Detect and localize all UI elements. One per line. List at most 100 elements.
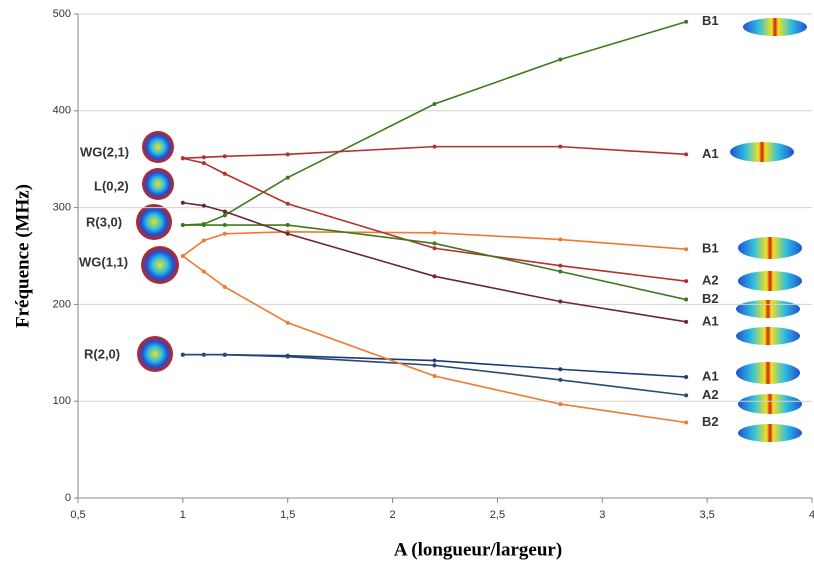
data-point	[222, 213, 227, 218]
mode-icon	[141, 246, 179, 284]
series-line	[182, 20, 687, 226]
data-point	[432, 230, 437, 235]
mode-icon	[738, 394, 802, 414]
y-tick-label: 200	[53, 298, 71, 310]
mode-icon	[142, 131, 174, 163]
mode-icon	[738, 237, 802, 259]
data-point	[558, 237, 563, 242]
data-point	[201, 203, 206, 208]
data-point	[684, 319, 689, 324]
data-point	[180, 200, 185, 205]
mode-icon	[743, 18, 807, 36]
y-tick-label: 400	[53, 105, 71, 117]
data-point	[222, 231, 227, 236]
data-point	[558, 367, 563, 372]
data-point	[180, 156, 185, 161]
data-point	[432, 363, 437, 368]
y-axis-title: Fréquence (MHz)	[12, 184, 33, 328]
data-point	[558, 402, 563, 407]
data-point	[285, 175, 290, 180]
series-label: B1	[702, 13, 719, 28]
mode-icon	[736, 300, 800, 318]
series-label: B1	[702, 241, 719, 256]
data-point	[558, 377, 563, 382]
data-point	[558, 299, 563, 304]
y-tick-label: 300	[53, 202, 71, 214]
data-point	[201, 238, 206, 243]
y-tick-label: 500	[53, 8, 71, 20]
series-label: A1	[702, 313, 719, 328]
data-point	[432, 246, 437, 251]
data-point	[432, 358, 437, 363]
y-tick-label: 100	[53, 395, 71, 407]
x-tick-label: 2	[390, 509, 396, 521]
data-point	[222, 209, 227, 214]
mode-annotation: R(3,0)	[86, 214, 122, 229]
x-axis-title: A (longueur/largeur)	[394, 539, 562, 560]
x-tick-label: 1	[180, 509, 186, 521]
data-point	[180, 254, 185, 258]
y-tick-label: 0	[65, 492, 71, 504]
mode-icon	[736, 327, 800, 345]
mode-annotation: R(2,0)	[84, 346, 120, 361]
data-point	[201, 269, 206, 274]
data-point	[222, 284, 227, 289]
data-point	[201, 155, 206, 160]
data-point	[558, 57, 563, 62]
mode-annotation: WG(1,1)	[79, 254, 128, 269]
data-point	[684, 152, 689, 157]
series-line	[182, 255, 687, 424]
data-point	[201, 223, 206, 228]
mode-icon	[738, 271, 802, 291]
data-point	[684, 279, 689, 284]
data-point	[558, 269, 563, 274]
series-label: B2	[702, 291, 719, 306]
series-label: A2	[702, 273, 719, 288]
data-point	[684, 19, 689, 24]
series-line	[182, 224, 687, 301]
data-point	[222, 352, 227, 357]
data-point	[222, 223, 227, 228]
data-point	[222, 171, 227, 176]
data-point	[684, 247, 689, 252]
series-label: A1	[702, 146, 719, 161]
data-point	[285, 152, 290, 157]
mode-icon	[738, 424, 802, 442]
data-point	[222, 154, 227, 159]
data-point	[432, 374, 437, 379]
mode-icon	[137, 336, 173, 372]
data-point	[432, 102, 437, 107]
data-point	[285, 320, 290, 325]
data-point	[684, 375, 689, 379]
x-tick-label: 3	[599, 509, 605, 521]
data-point	[285, 354, 290, 359]
series-label: A1	[702, 368, 719, 383]
mode-icon	[730, 142, 794, 162]
mode-icon	[136, 204, 172, 240]
mode-shapes	[136, 18, 807, 442]
data-point	[285, 223, 290, 228]
x-tick-label: 0,5	[70, 509, 85, 521]
mode-icon	[142, 168, 174, 200]
data-point	[180, 223, 185, 228]
x-tick-label: 4	[809, 509, 814, 521]
data-point	[684, 297, 689, 302]
mode-annotation: WG(2,1)	[80, 144, 129, 159]
data-point	[285, 231, 290, 236]
data-point	[684, 420, 689, 425]
data-point	[432, 241, 437, 246]
data-point	[285, 201, 290, 206]
data-point	[432, 274, 437, 279]
data-point	[180, 352, 185, 357]
data-point	[201, 352, 206, 357]
series-line	[182, 157, 687, 282]
data-point	[432, 144, 437, 149]
mode-annotation: L(0,2)	[94, 178, 129, 193]
series-label: A2	[702, 387, 719, 402]
x-tick-label: 2,5	[490, 509, 505, 521]
data-point	[684, 393, 689, 398]
series-label: B2	[702, 414, 719, 429]
data-point	[201, 161, 206, 166]
data-point	[558, 263, 563, 268]
